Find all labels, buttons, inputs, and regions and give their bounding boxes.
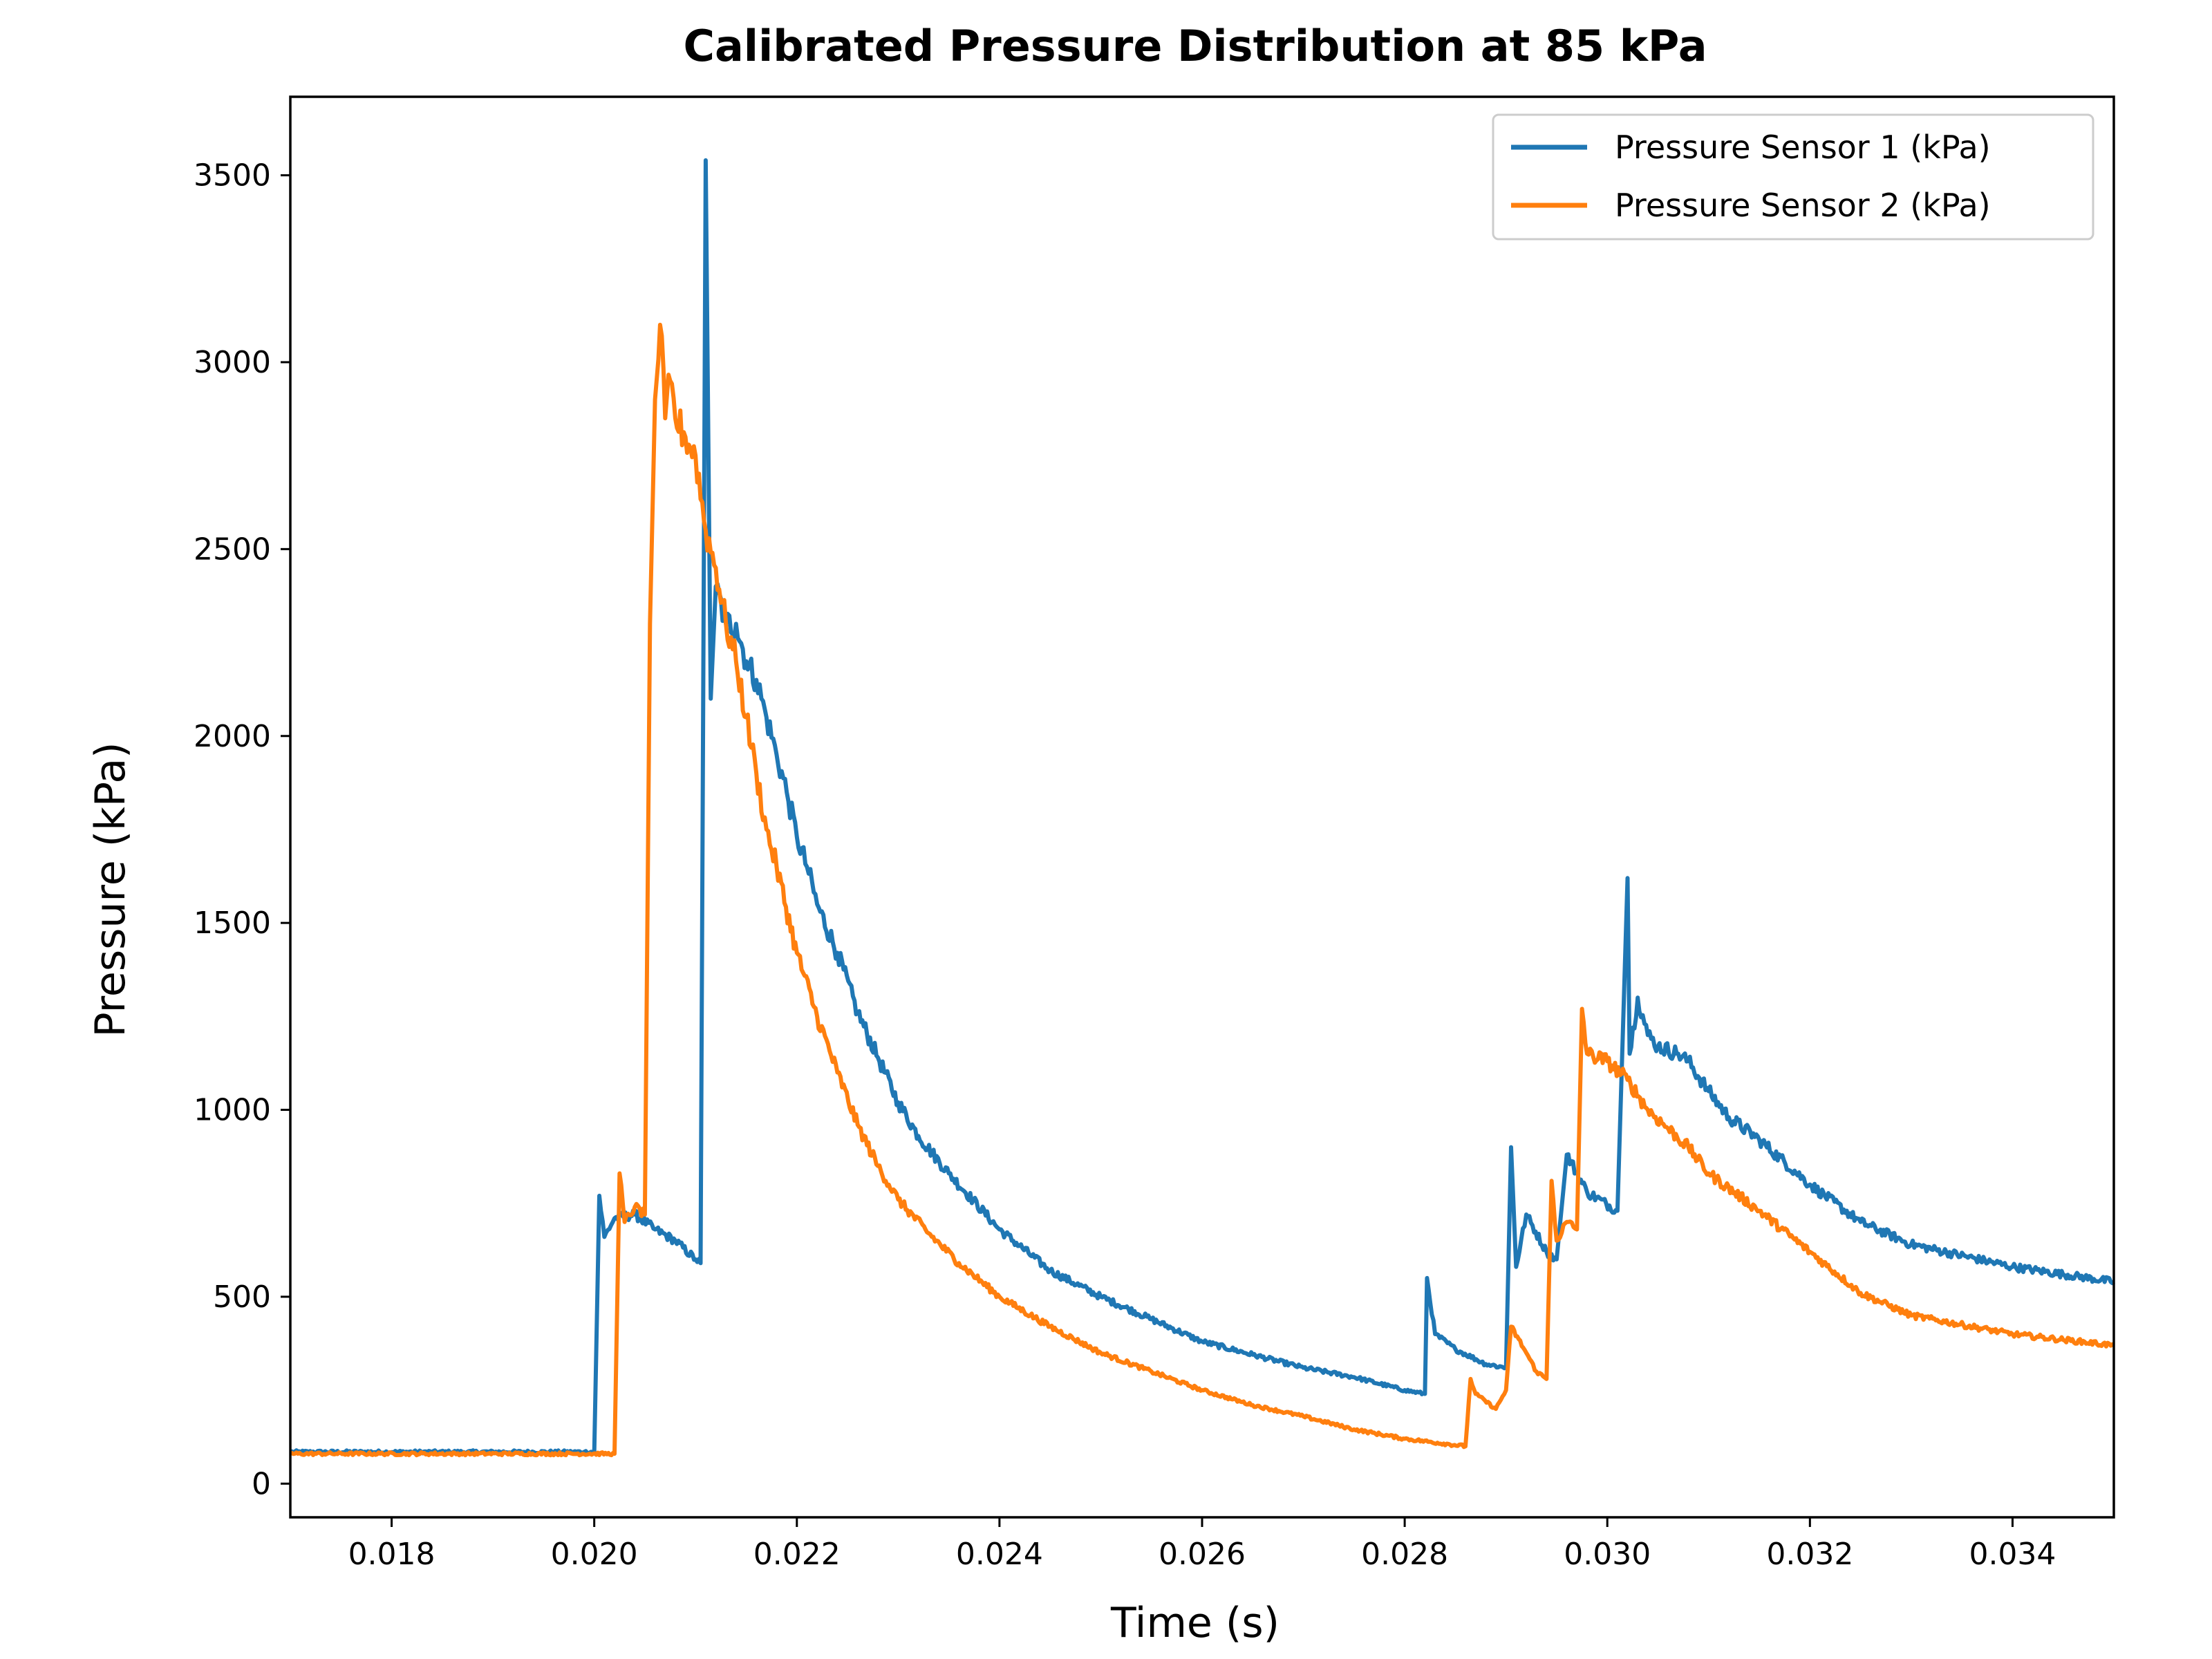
plot-frame	[289, 95, 2115, 1519]
y-tick-label: 0	[252, 1466, 271, 1501]
legend-label-sensor-2: Pressure Sensor 2 (kPa)	[1615, 187, 1991, 224]
y-tick-label: 1500	[194, 906, 271, 941]
y-tick-label: 3000	[194, 345, 271, 380]
y-tick-label: 3500	[194, 158, 271, 194]
y-tick-label: 2000	[194, 719, 271, 754]
x-tick-label: 0.028	[1361, 1537, 1448, 1572]
legend-box	[1492, 113, 2094, 241]
series-line-sensor-1	[290, 158, 2115, 1456]
x-tick-label: 0.018	[348, 1537, 435, 1572]
legend: Pressure Sensor 1 (kPa) Pressure Sensor …	[1492, 113, 2094, 241]
x-tick-label: 0.032	[1766, 1537, 1853, 1572]
x-tick-label: 0.020	[551, 1537, 638, 1572]
y-tick-label: 500	[213, 1280, 271, 1315]
x-tick-label: 0.026	[1159, 1537, 1246, 1572]
series-line-sensor-2	[289, 322, 2115, 1458]
y-tick-label: 2500	[194, 532, 271, 567]
x-tick-label: 0.034	[1969, 1537, 2056, 1572]
x-tick-label: 0.022	[753, 1537, 841, 1572]
x-tick-label: 0.024	[956, 1537, 1043, 1572]
x-tick-label: 0.030	[1564, 1537, 1651, 1572]
legend-label-sensor-1: Pressure Sensor 1 (kPa)	[1615, 129, 1991, 166]
ticks-layer: 0.018 0.020 0.022 0.024 0.026 0.028 0.030 0.032…	[194, 158, 2056, 1572]
series-layer	[289, 158, 2115, 1458]
x-axis-label: Time (s)	[1110, 1599, 1280, 1647]
y-tick-label: 1000	[194, 1093, 271, 1128]
chart-title: Calibrated Pressure Distribution at 85 k…	[683, 21, 1707, 71]
y-axis-label: Pressure (kPa)	[86, 742, 135, 1037]
